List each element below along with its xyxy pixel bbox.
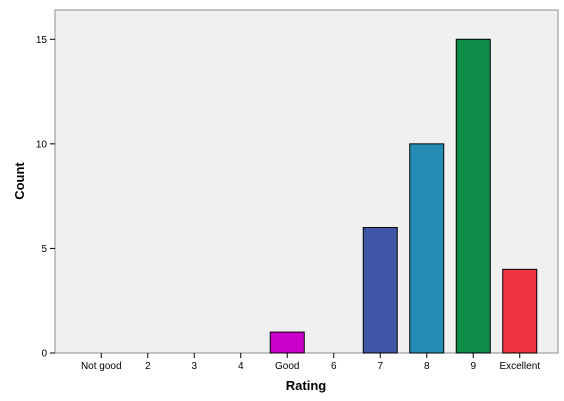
x-tick-label: Good	[275, 361, 299, 372]
bar-9	[455, 38, 491, 354]
x-axis: Not good 2 3 4 Good 6 7 8 9 Excellent	[81, 353, 540, 372]
bar-excellent	[502, 268, 538, 354]
y-tick-label: 5	[41, 244, 47, 255]
y-tick-label: 15	[36, 35, 48, 46]
y-axis-title: Count	[12, 162, 27, 200]
x-tick-label: 6	[331, 361, 337, 372]
y-tick-label: 0	[41, 349, 47, 360]
x-tick-label: 2	[145, 361, 151, 372]
bars	[269, 38, 538, 354]
x-tick-label: Not good	[81, 361, 122, 372]
x-axis-title: Rating	[286, 378, 327, 393]
bar-8	[409, 143, 445, 354]
x-tick-label: 3	[191, 361, 197, 372]
bar-7	[362, 227, 398, 354]
x-tick-label: Excellent	[499, 361, 540, 372]
y-axis: 0 5 10 15	[36, 35, 55, 360]
x-tick-label: 9	[470, 361, 476, 372]
x-tick-label: 8	[424, 361, 430, 372]
x-tick-label: 7	[377, 361, 383, 372]
x-tick-label: 4	[238, 361, 244, 372]
y-tick-label: 10	[36, 139, 48, 150]
bar-good	[269, 331, 305, 354]
